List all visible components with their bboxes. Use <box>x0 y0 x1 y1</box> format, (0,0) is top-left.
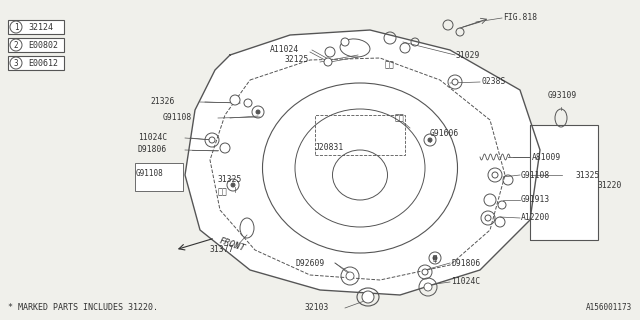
Circle shape <box>341 38 349 46</box>
Polygon shape <box>185 30 540 295</box>
Text: G91606: G91606 <box>430 129 460 138</box>
Text: ※③: ※③ <box>395 114 404 123</box>
Text: ②: ② <box>433 255 437 261</box>
Text: G91913: G91913 <box>521 196 550 204</box>
Text: FIG.818: FIG.818 <box>503 13 537 22</box>
FancyBboxPatch shape <box>8 20 64 34</box>
Circle shape <box>244 99 252 107</box>
Text: E00612: E00612 <box>28 59 58 68</box>
Text: ※②: ※② <box>218 188 228 196</box>
Text: G91108: G91108 <box>136 169 164 178</box>
Circle shape <box>492 172 498 178</box>
Text: A81009: A81009 <box>532 153 561 162</box>
Circle shape <box>433 256 437 260</box>
Text: 32124: 32124 <box>28 22 53 31</box>
Text: 21326: 21326 <box>150 98 174 107</box>
Circle shape <box>362 291 374 303</box>
Text: * MARKED PARTS INCLUDES 31220.: * MARKED PARTS INCLUDES 31220. <box>8 303 158 312</box>
Circle shape <box>422 269 428 275</box>
Circle shape <box>10 21 22 33</box>
Text: 2: 2 <box>13 41 19 50</box>
FancyBboxPatch shape <box>8 38 64 52</box>
Circle shape <box>424 283 432 291</box>
Bar <box>135 163 183 191</box>
Text: 32125: 32125 <box>285 55 309 65</box>
Text: 0238S: 0238S <box>481 77 506 86</box>
Text: 31377: 31377 <box>210 245 234 254</box>
Text: E00802: E00802 <box>28 41 58 50</box>
Text: A156001173: A156001173 <box>586 303 632 312</box>
FancyBboxPatch shape <box>8 56 64 70</box>
Circle shape <box>325 47 335 57</box>
Text: 32103: 32103 <box>305 303 330 313</box>
Text: G91108: G91108 <box>163 114 192 123</box>
Bar <box>530 125 598 240</box>
Circle shape <box>324 58 332 66</box>
Circle shape <box>256 110 260 114</box>
Circle shape <box>428 138 432 142</box>
Text: 1: 1 <box>13 22 19 31</box>
Text: 11024C: 11024C <box>451 277 480 286</box>
Circle shape <box>10 57 22 69</box>
Text: 31325: 31325 <box>218 175 243 185</box>
Text: D91806: D91806 <box>451 259 480 268</box>
Text: 11024C: 11024C <box>138 133 167 142</box>
Text: 31029: 31029 <box>456 51 481 60</box>
Text: 3: 3 <box>13 59 19 68</box>
Circle shape <box>209 137 215 143</box>
Circle shape <box>230 95 240 105</box>
Circle shape <box>10 39 22 51</box>
Text: G93109: G93109 <box>548 91 577 100</box>
Circle shape <box>485 215 491 221</box>
Text: A12200: A12200 <box>521 213 550 222</box>
Text: J20831: J20831 <box>315 143 344 153</box>
Text: ※①: ※① <box>385 60 395 69</box>
Text: A11024: A11024 <box>270 45 300 54</box>
Circle shape <box>452 79 458 85</box>
Text: 31220: 31220 <box>598 180 622 189</box>
Text: FRONT: FRONT <box>218 236 246 253</box>
Circle shape <box>231 183 235 187</box>
Circle shape <box>346 272 354 280</box>
Text: D91806: D91806 <box>138 146 167 155</box>
Text: D92609: D92609 <box>295 259 324 268</box>
Text: 31325: 31325 <box>576 171 600 180</box>
Text: G91108: G91108 <box>521 171 550 180</box>
